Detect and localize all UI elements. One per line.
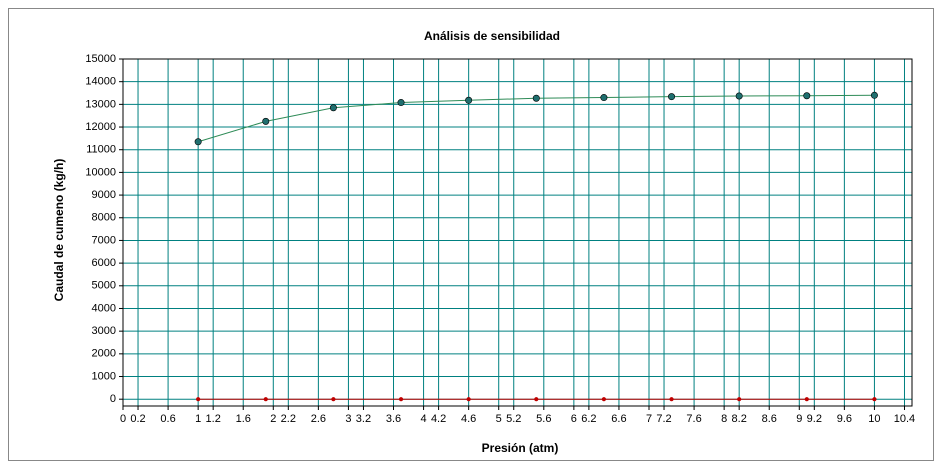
plot-area: [122, 58, 913, 407]
data-point: [737, 397, 742, 402]
x-tick-label: 3.2: [356, 413, 371, 425]
x-tick-label: 8.2: [732, 413, 747, 425]
data-point: [398, 397, 404, 402]
y-tick-label: 13000: [85, 98, 116, 110]
x-tick-label: 10.4: [894, 413, 915, 425]
x-tick-label: 4.6: [461, 413, 476, 425]
x-tick-label: 7.6: [686, 413, 701, 425]
data-point: [263, 397, 268, 402]
data-point: [870, 91, 878, 99]
data-point: [196, 397, 201, 402]
data-point: [466, 397, 471, 402]
x-tick-label: 1: [195, 413, 201, 425]
x-tick-label: 2.6: [311, 413, 326, 425]
y-tick-label: 4000: [92, 302, 116, 314]
x-tick-label: 9.6: [837, 413, 852, 425]
data-point: [803, 92, 811, 100]
y-tick-label: 3000: [92, 325, 116, 337]
data-point: [532, 94, 540, 102]
data-point: [194, 138, 202, 146]
data-point: [329, 104, 337, 112]
x-axis-label: Presión (atm): [482, 441, 559, 455]
y-tick-label: 12000: [85, 121, 116, 133]
x-tick-label: 6.2: [581, 413, 596, 425]
x-tick-label: 8.6: [762, 413, 777, 425]
data-point: [601, 397, 607, 402]
y-tick-label: 5000: [92, 280, 116, 292]
y-tick-label: 6000: [92, 257, 116, 269]
x-tick-label: 0.2: [130, 413, 145, 425]
y-tick-label: 7000: [92, 234, 116, 246]
x-tick-label: 10: [868, 413, 880, 425]
data-point: [331, 397, 336, 402]
data-point: [669, 397, 674, 402]
x-tick-label: 5.6: [536, 413, 551, 425]
chart-title: Análisis de sensibilidad: [424, 29, 560, 43]
x-tick-label: 2.2: [281, 413, 296, 425]
y-tick-label: 14000: [85, 76, 116, 88]
x-tick-label: 7.2: [656, 413, 671, 425]
x-tick-label: 1.2: [206, 413, 221, 425]
x-tick-label: 7: [646, 413, 652, 425]
y-tick-label: 2000: [92, 348, 116, 360]
x-tick-label: 5.2: [506, 413, 521, 425]
x-tick-label: 4: [421, 413, 427, 425]
x-tick-label: 9.2: [807, 413, 822, 425]
plot-border: [122, 58, 913, 407]
x-tick-label: 1.6: [236, 413, 251, 425]
y-tick-label: 9000: [92, 189, 116, 201]
x-tick-label: 3.6: [386, 413, 401, 425]
x-tick-label: 9: [796, 413, 802, 425]
y-tick-label: 10000: [85, 166, 116, 178]
x-tick-label: 0: [120, 413, 126, 425]
x-tick-label: 3: [345, 413, 351, 425]
data-point: [668, 93, 676, 101]
x-tick-label: 8: [721, 413, 727, 425]
x-tick-label: 0.6: [160, 413, 175, 425]
x-tick-label: 2: [270, 413, 276, 425]
data-point: [804, 397, 809, 402]
x-tick-label: 6.6: [611, 413, 626, 425]
data-point: [872, 397, 877, 402]
data-point: [600, 94, 608, 102]
y-tick-label: 15000: [85, 53, 116, 65]
data-point: [465, 96, 473, 104]
data-point: [735, 92, 743, 100]
data-point: [262, 117, 270, 125]
x-tick-label: 6: [571, 413, 577, 425]
y-tick-label: 8000: [92, 212, 116, 224]
y-tick-label: 0: [110, 393, 116, 405]
y-tick-label: 11000: [86, 144, 116, 156]
x-tick-label: 5: [496, 413, 502, 425]
y-tick-label: 1000: [92, 370, 116, 382]
y-axis-label: Caudal de cumeno (kg/h): [52, 159, 66, 302]
data-point: [397, 99, 405, 107]
data-point: [534, 397, 539, 402]
x-tick-label: 4.2: [431, 413, 446, 425]
